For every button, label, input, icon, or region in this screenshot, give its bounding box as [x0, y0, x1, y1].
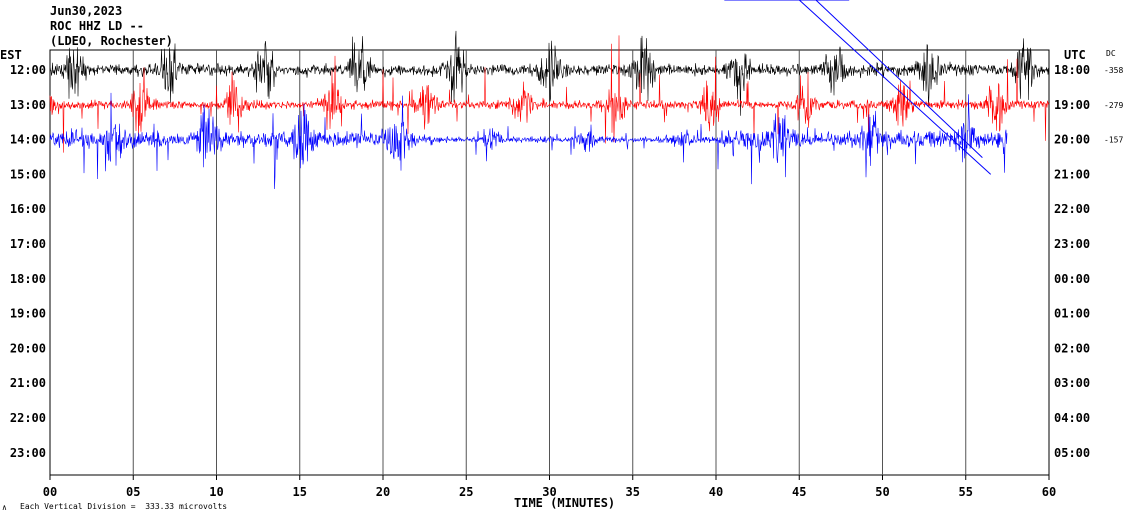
utc-hour-label: 00:00	[1054, 272, 1090, 286]
est-hour-label: 19:00	[10, 307, 46, 321]
x-tick-label: 20	[376, 485, 390, 499]
utc-hour-labels: 18:00 19:00 20:00 21:00 22:00 23:00 00:00 01:00…	[1054, 63, 1090, 460]
est-hour-label: 18:00	[10, 272, 46, 286]
est-hour-label: 16:00	[10, 202, 46, 216]
dc-offset-labels: -358 -279 -157	[1104, 66, 1123, 145]
est-hour-label: 17:00	[10, 237, 46, 251]
x-tick-label: 15	[293, 485, 307, 499]
division-note: Each Vertical Division = 333.33 microvol…	[20, 502, 228, 511]
corner-mark: ∧	[2, 503, 7, 512]
est-hour-label: 13:00	[10, 98, 46, 112]
x-tick-label: 50	[875, 485, 889, 499]
utc-hour-label: 03:00	[1054, 376, 1090, 390]
trace-line	[49, 92, 1008, 190]
utc-hour-label: 02:00	[1054, 341, 1090, 355]
x-tick-label: 40	[709, 485, 723, 499]
utc-hour-label: 21:00	[1054, 167, 1090, 181]
utc-hour-label: 20:00	[1054, 133, 1090, 147]
est-hour-label: 14:00	[10, 133, 46, 147]
seismic-traces	[49, 0, 1050, 190]
dc-offset-label: -279	[1104, 101, 1123, 110]
x-tick-label: 35	[626, 485, 640, 499]
est-hour-label: 23:00	[10, 446, 46, 460]
utc-hour-label: 23:00	[1054, 237, 1090, 251]
dc-offset-label: -157	[1104, 136, 1123, 145]
utc-hour-label: 22:00	[1054, 202, 1090, 216]
utc-hour-label: 18:00	[1054, 63, 1090, 77]
x-tick-label: 10	[209, 485, 223, 499]
utc-hour-label: 05:00	[1054, 446, 1090, 460]
est-hour-labels: 12:00 13:00 14:00 15:00 16:00 17:00 18:00 19:00…	[10, 63, 46, 460]
trace-line	[49, 30, 1050, 116]
artifact-line	[798, 0, 992, 175]
utc-hour-label: 04:00	[1054, 411, 1090, 425]
x-tick-label: 60	[1042, 485, 1056, 499]
est-hour-label: 21:00	[10, 376, 46, 390]
artifact-line	[815, 0, 983, 158]
header-date: Jun30,2023	[50, 4, 123, 18]
dc-label: DC	[1106, 49, 1116, 58]
utc-hour-label: 01:00	[1054, 307, 1090, 321]
utc-hour-label: 19:00	[1054, 98, 1090, 112]
header-network: (LDEO, Rochester)	[50, 34, 173, 48]
x-tick-labels: 00 05 10 15 20 25 30 35 40 45 50 55 60	[43, 485, 1056, 499]
trace-line	[49, 35, 1050, 153]
x-tick-label: 25	[459, 485, 473, 499]
est-hour-label: 20:00	[10, 341, 46, 355]
minute-grid	[49, 50, 1050, 480]
x-tick-label: 00	[43, 485, 57, 499]
est-hour-label: 22:00	[10, 411, 46, 425]
est-hour-label: 12:00	[10, 63, 46, 77]
x-tick-label: 55	[959, 485, 973, 499]
left-axis-label: EST	[0, 48, 22, 62]
x-axis-label: TIME (MINUTES)	[514, 496, 616, 510]
right-axis-label: UTC	[1064, 48, 1086, 62]
x-tick-label: 05	[126, 485, 140, 499]
header-station: ROC HHZ LD --	[50, 19, 144, 33]
x-tick-label: 45	[792, 485, 806, 499]
x-tick-label: 30	[542, 485, 556, 499]
dc-offset-label: -358	[1104, 66, 1123, 75]
est-hour-label: 15:00	[10, 167, 46, 181]
